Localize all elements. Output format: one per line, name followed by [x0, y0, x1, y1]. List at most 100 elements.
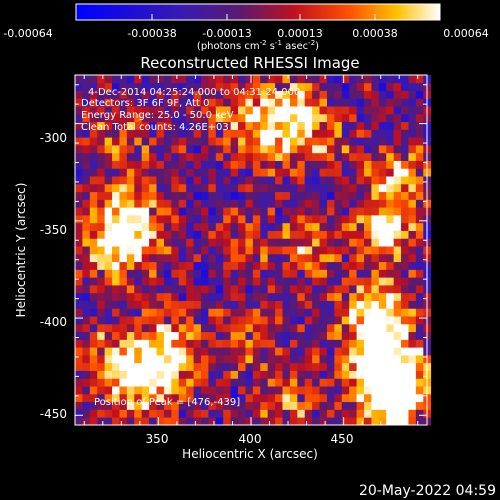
- heatmap-cell: [341, 98, 350, 107]
- heatmap-cell: [349, 230, 357, 239]
- heatmap-cell: [349, 75, 357, 84]
- heatmap-cell: [312, 191, 320, 200]
- heatmap-cell: [364, 261, 372, 270]
- heatmap-cell: [112, 199, 120, 208]
- heatmap-cell: [208, 129, 217, 138]
- heatmap-cell: [156, 75, 165, 84]
- heatmap-cell: [289, 199, 298, 208]
- heatmap-cell: [193, 292, 202, 301]
- heatmap-cell: [82, 285, 91, 294]
- heatmap-cell: [245, 386, 254, 395]
- heatmap-cell: [289, 269, 298, 278]
- heatmap-cell: [341, 285, 350, 294]
- heatmap-cell: [97, 160, 106, 169]
- heatmap-cell: [186, 300, 194, 309]
- heatmap-cell: [171, 121, 180, 130]
- heatmap-cell: [252, 191, 261, 200]
- heatmap-cell: [178, 98, 187, 107]
- heatmap-cell: [245, 347, 254, 356]
- heatmap-cell: [223, 378, 232, 387]
- heatmap-cell: [75, 230, 83, 239]
- heatmap-cell: [334, 129, 343, 138]
- heatmap-cell: [126, 176, 135, 185]
- heatmap-cell: [126, 386, 135, 395]
- heatmap-cell: [156, 331, 165, 340]
- heatmap-cell: [349, 137, 357, 146]
- heatmap-cell: [223, 238, 232, 247]
- heatmap-cell: [178, 199, 187, 208]
- heatmap-cell: [267, 277, 276, 286]
- heatmap-cell: [97, 183, 106, 193]
- heatmap-cell: [349, 253, 357, 263]
- heatmap-cell: [319, 370, 328, 379]
- heatmap-cell: [141, 409, 150, 418]
- heatmap-cell: [371, 261, 380, 270]
- heatmap-cell: [193, 145, 202, 154]
- heatmap-cell: [386, 222, 395, 231]
- heatmap-cell: [245, 152, 254, 161]
- heatmap-cell: [260, 300, 269, 309]
- heatmap-cell: [289, 362, 298, 371]
- heatmap-cell: [282, 230, 291, 239]
- heatmap-cell: [171, 90, 180, 99]
- heatmap-cell: [178, 75, 187, 84]
- heatmap-cell: [223, 417, 232, 426]
- heatmap-cell: [178, 370, 187, 379]
- heatmap-cell: [356, 308, 365, 317]
- heatmap-cell: [186, 401, 194, 410]
- heatmap-cell: [200, 145, 209, 154]
- heatmap-cell: [341, 292, 350, 301]
- heatmap-cell: [364, 168, 372, 177]
- heatmap-cell: [112, 152, 120, 161]
- heatmap-cell: [141, 269, 150, 278]
- heatmap-cell: [252, 355, 261, 364]
- heatmap-cell: [171, 386, 180, 395]
- heatmap-cell: [97, 246, 106, 255]
- heatmap-cell: [178, 145, 187, 154]
- heatmap-cell: [230, 145, 239, 154]
- heatmap-cell: [141, 106, 150, 115]
- heatmap-cell: [97, 121, 106, 130]
- heatmap-cell: [112, 386, 120, 395]
- heatmap-cell: [319, 191, 328, 200]
- heatmap-cell: [223, 253, 232, 263]
- heatmap-cell: [186, 277, 194, 286]
- heatmap-cell: [252, 246, 261, 255]
- heatmap-cell: [304, 191, 313, 200]
- heatmap-cell: [141, 316, 150, 325]
- heatmap-cell: [97, 253, 106, 263]
- heatmap-cell: [386, 152, 395, 161]
- heatmap-cell: [408, 331, 417, 340]
- heatmap-cell: [82, 355, 91, 364]
- heatmap-cell: [112, 145, 120, 154]
- heatmap-cell: [200, 277, 209, 286]
- heatmap-cell: [312, 168, 320, 177]
- heatmap-cell: [82, 238, 91, 247]
- heatmap-cell: [200, 222, 209, 231]
- heatmap-cell: [371, 308, 380, 317]
- heatmap-cell: [378, 90, 387, 99]
- heatmap-cell: [186, 75, 194, 84]
- heatmap-cell: [334, 386, 343, 395]
- heatmap-cell: [112, 316, 120, 325]
- heatmap-cell: [349, 347, 357, 356]
- heatmap-cell: [319, 269, 328, 278]
- heatmap-cell: [341, 168, 350, 177]
- heatmap-cell: [245, 323, 254, 333]
- heatmap-cell: [134, 145, 143, 154]
- heatmap-cell: [386, 129, 395, 138]
- heatmap-cell: [186, 238, 194, 247]
- heatmap-cell: [171, 331, 180, 340]
- heatmap-cell: [408, 355, 417, 364]
- heatmap-cell: [230, 261, 239, 270]
- heatmap-cell: [75, 168, 83, 177]
- heatmap-cell: [186, 121, 194, 130]
- heatmap-cell: [119, 316, 128, 325]
- heatmap-cell: [97, 145, 106, 154]
- heatmap-cell: [215, 82, 224, 91]
- heatmap-cell: [75, 370, 83, 379]
- heatmap-cell: [386, 230, 395, 239]
- heatmap-cell: [260, 393, 269, 403]
- heatmap-cell: [252, 238, 261, 247]
- heatmap-cell: [149, 323, 157, 333]
